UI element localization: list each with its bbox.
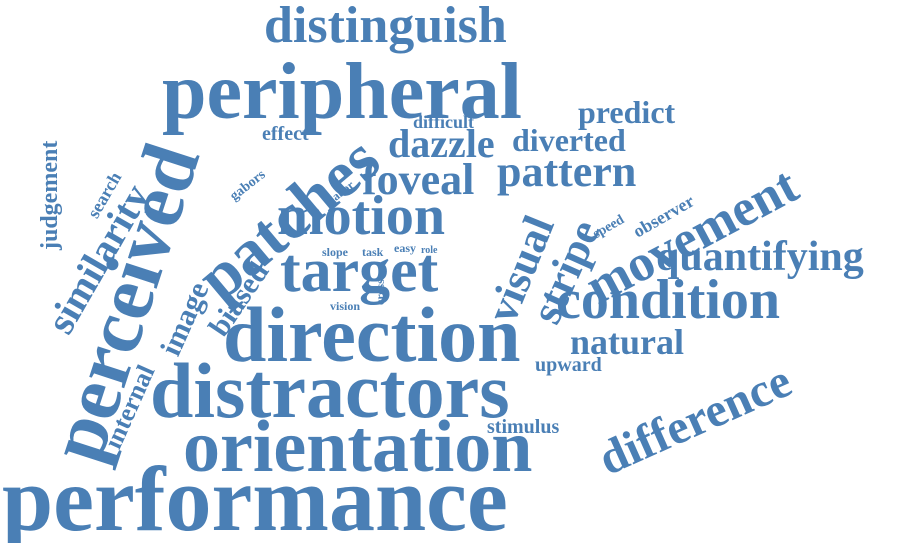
word-pattern: pattern [497, 147, 637, 196]
word-task: task [362, 245, 384, 259]
word-easy: easy [394, 241, 416, 255]
word-quantifying: quantifying [656, 234, 864, 280]
word-performance: performance [2, 448, 508, 543]
word-effect: effect [262, 123, 309, 145]
word-distinguish: distinguish [264, 0, 507, 54]
word-speed: speed [590, 212, 627, 243]
word-judgement: judgement [37, 140, 63, 250]
word-natural: natural [570, 322, 685, 362]
word-difficult: difficult [413, 112, 474, 132]
word-upward: upward [535, 354, 602, 376]
word-target: target [280, 237, 439, 305]
word-orientation: orientation [183, 406, 533, 488]
word-peripheral: peripheral [162, 48, 522, 136]
word-slope: slope [322, 245, 349, 259]
word-stimulus: stimulus [487, 416, 560, 438]
word-cross: cross [373, 279, 387, 305]
word-difference: difference [590, 354, 800, 486]
word-distractors: distractors [150, 347, 510, 434]
word-dazzle: dazzle [388, 121, 495, 166]
word-vision: vision [330, 299, 361, 313]
word-foveal: foveal [362, 155, 475, 204]
word-direction: direction [223, 291, 521, 378]
word-predict: predict [578, 94, 676, 130]
word-condition: condition [556, 269, 781, 331]
word-diverted: diverted [512, 122, 626, 158]
word-motion: motion [277, 185, 445, 247]
word-role: role [421, 245, 438, 256]
